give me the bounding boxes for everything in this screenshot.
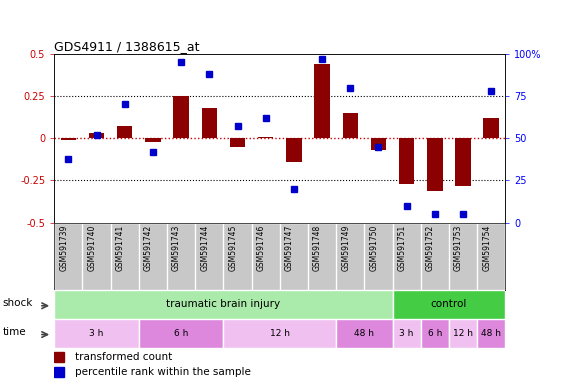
Bar (336, 319, 393, 348)
Text: GSM591741: GSM591741 (116, 225, 124, 271)
Text: shock: shock (3, 298, 33, 308)
Bar (117, 126, 132, 138)
Text: GSM591751: GSM591751 (397, 225, 407, 271)
Bar (449, 319, 477, 348)
Bar (54, 290, 393, 319)
Bar (54, 319, 139, 348)
Text: 3 h: 3 h (400, 329, 414, 338)
Text: GSM591750: GSM591750 (369, 225, 379, 271)
Text: GSM591754: GSM591754 (482, 225, 491, 271)
Text: GSM591739: GSM591739 (59, 225, 69, 271)
Text: 12 h: 12 h (453, 329, 473, 338)
Text: transformed count: transformed count (75, 352, 172, 362)
Bar (477, 319, 505, 348)
Text: GSM591748: GSM591748 (313, 225, 322, 271)
Bar (286, 138, 301, 162)
Bar (393, 290, 505, 319)
Text: GSM591746: GSM591746 (257, 225, 266, 271)
Text: GSM591753: GSM591753 (454, 225, 463, 271)
Text: 48 h: 48 h (355, 329, 375, 338)
Bar (393, 319, 421, 348)
Text: traumatic brain injury: traumatic brain injury (166, 299, 280, 310)
Bar (258, 137, 274, 138)
Bar (145, 138, 160, 142)
Bar (174, 96, 189, 138)
Text: GSM591747: GSM591747 (285, 225, 294, 271)
Text: GSM591752: GSM591752 (426, 225, 435, 271)
Text: GSM591740: GSM591740 (87, 225, 96, 271)
Bar (399, 138, 415, 184)
Text: 6 h: 6 h (174, 329, 188, 338)
Text: 12 h: 12 h (270, 329, 290, 338)
Text: 6 h: 6 h (428, 329, 442, 338)
Bar (202, 108, 217, 138)
Bar (61, 138, 76, 140)
Text: control: control (431, 299, 467, 310)
Bar (139, 319, 223, 348)
Bar (371, 138, 386, 150)
Text: GSM591743: GSM591743 (172, 225, 181, 271)
Bar (421, 319, 449, 348)
Text: time: time (3, 327, 26, 337)
Text: 3 h: 3 h (89, 329, 104, 338)
Bar (484, 118, 499, 138)
Text: GDS4911 / 1388615_at: GDS4911 / 1388615_at (54, 40, 200, 53)
Text: 48 h: 48 h (481, 329, 501, 338)
Text: GSM591742: GSM591742 (144, 225, 153, 271)
Text: GSM591744: GSM591744 (200, 225, 210, 271)
Bar (223, 319, 336, 348)
Text: percentile rank within the sample: percentile rank within the sample (75, 367, 251, 377)
Text: GSM591745: GSM591745 (228, 225, 238, 271)
Bar (427, 138, 443, 190)
Bar (455, 138, 471, 185)
Bar (230, 138, 246, 147)
Bar (314, 64, 330, 138)
Bar (343, 113, 358, 138)
Bar (89, 133, 104, 138)
Text: GSM591749: GSM591749 (341, 225, 350, 271)
